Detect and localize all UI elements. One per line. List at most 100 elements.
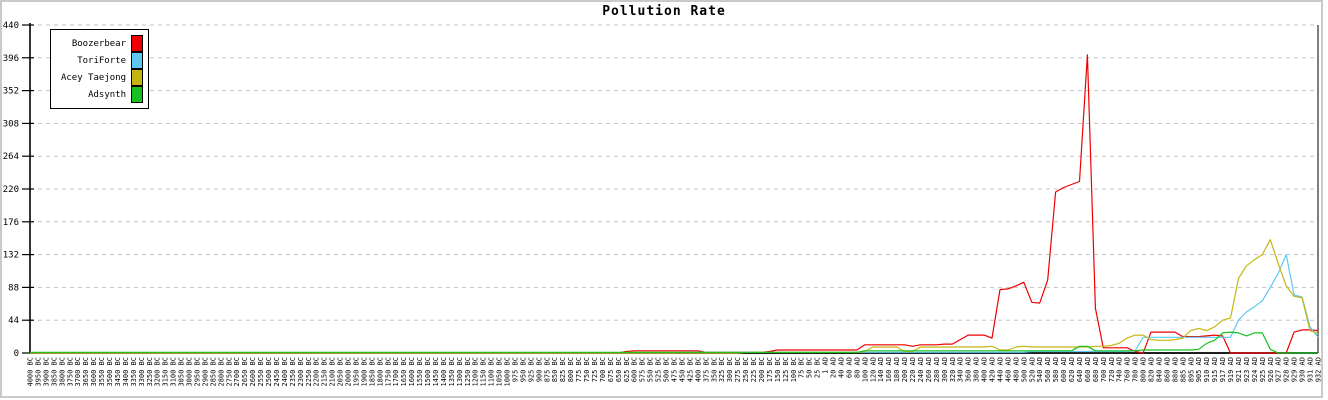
- legend-swatch-blue: [131, 52, 143, 69]
- x-tick-label: 550 BC: [647, 357, 655, 382]
- x-tick-label: 340 AD: [957, 357, 965, 382]
- legend-item: Acey Taejong: [51, 69, 148, 86]
- x-tick-label: 3800 BC: [58, 357, 66, 387]
- x-tick-label: 400 AD: [981, 357, 989, 382]
- y-tick-label: 44: [8, 316, 19, 326]
- x-tick-label: 160 AD: [885, 357, 893, 382]
- x-tick-label: 650 BC: [615, 357, 623, 382]
- x-tick-label: 880 AD: [1171, 357, 1179, 382]
- x-tick-label: 928 AD: [1283, 357, 1291, 382]
- legend-item: ToriForte: [51, 52, 148, 69]
- x-tick-label: 350 BC: [710, 357, 718, 382]
- x-tick-label: 420 AD: [989, 357, 997, 382]
- x-tick-label: 220 AD: [909, 357, 917, 382]
- x-tick-label: 320 AD: [949, 357, 957, 382]
- x-tick-label: 1300 BC: [456, 357, 464, 387]
- legend-swatch-yellow: [131, 69, 143, 86]
- x-tick-label: 300 BC: [726, 357, 734, 382]
- x-tick-label: 3500 BC: [106, 357, 114, 387]
- x-tick-label: 1000 BC: [504, 357, 512, 387]
- x-tick-label: 923 AD: [1243, 357, 1251, 382]
- x-tick-label: 3650 BC: [82, 357, 90, 387]
- x-tick-label: 640 AD: [1076, 357, 1084, 382]
- y-tick-label: 132: [3, 251, 19, 261]
- x-tick-label: 3250 BC: [146, 357, 154, 387]
- x-tick-label: 860 AD: [1163, 357, 1171, 382]
- x-tick-label: 1400 BC: [440, 357, 448, 387]
- x-tick-label: 931 AD: [1307, 357, 1315, 382]
- x-tick-label: 3400 BC: [122, 357, 130, 387]
- x-tick-label: 800 AD: [1140, 357, 1148, 382]
- x-tick-label: 380 AD: [973, 357, 981, 382]
- x-tick-label: 540 AD: [1036, 357, 1044, 382]
- x-tick-label: 475 BC: [671, 357, 679, 382]
- x-tick-label: 225 BC: [750, 357, 758, 382]
- x-tick-label: 3950 BC: [34, 357, 42, 387]
- x-tick-label: 900 BC: [535, 357, 543, 382]
- x-tick-label: 3750 BC: [66, 357, 74, 387]
- x-tick-label: 400 BC: [694, 357, 702, 382]
- x-tick-label: 3100 BC: [170, 357, 178, 387]
- x-tick-label: 300 AD: [941, 357, 949, 382]
- x-tick-label: 2950 BC: [193, 357, 201, 387]
- x-tick-label: 850 BC: [551, 357, 559, 382]
- x-tick-label: 3300 BC: [138, 357, 146, 387]
- x-tick-label: 925 AD: [1259, 357, 1267, 382]
- x-tick-label: 40 AD: [837, 357, 845, 378]
- x-tick-label: 2900 BC: [201, 357, 209, 387]
- x-tick-label: 924 AD: [1251, 357, 1259, 382]
- x-tick-label: 150 BC: [774, 357, 782, 382]
- x-tick-label: 1250 BC: [464, 357, 472, 387]
- x-tick-label: 919 AD: [1227, 357, 1235, 382]
- x-tick-label: 1700 BC: [392, 357, 400, 387]
- x-tick-label: 915 AD: [1211, 357, 1219, 382]
- x-tick-label: 3550 BC: [98, 357, 106, 387]
- x-tick-label: 2100 BC: [329, 357, 337, 387]
- x-tick-label: 3850 BC: [50, 357, 58, 387]
- x-tick-label: 2250 BC: [305, 357, 313, 387]
- x-tick-label: 275 BC: [734, 357, 742, 382]
- y-tick-label: 352: [3, 87, 19, 97]
- series-line-adsynth: [30, 331, 1318, 354]
- x-tick-label: 2800 BC: [217, 357, 225, 387]
- y-tick-label: 220: [3, 185, 19, 195]
- x-tick-label: 600 BC: [631, 357, 639, 382]
- x-tick-label: 125 BC: [782, 357, 790, 382]
- y-tick-label: 176: [3, 218, 19, 228]
- x-tick-label: 480 AD: [1012, 357, 1020, 382]
- x-tick-label: 2650 BC: [241, 357, 249, 387]
- y-tick-label: 308: [3, 119, 19, 129]
- x-tick-label: 60 AD: [845, 357, 853, 378]
- x-tick-label: 120 AD: [869, 357, 877, 382]
- x-tick-label: 3450 BC: [114, 357, 122, 387]
- x-tick-label: 100 AD: [861, 357, 869, 382]
- x-tick-label: 140 AD: [877, 357, 885, 382]
- x-tick-label: 2700 BC: [233, 357, 241, 387]
- legend-label: Boozerbear: [71, 38, 126, 49]
- x-tick-label: 921 AD: [1235, 357, 1243, 382]
- x-tick-label: 929 AD: [1291, 357, 1299, 382]
- legend-item: Boozerbear: [51, 35, 148, 52]
- x-tick-label: 2850 BC: [209, 357, 217, 387]
- x-tick-label: 2500 BC: [265, 357, 273, 387]
- x-tick-label: 675 BC: [607, 357, 615, 382]
- x-tick-label: 425 BC: [686, 357, 694, 382]
- x-tick-label: 620 AD: [1068, 357, 1076, 382]
- x-tick-label: 1650 BC: [400, 357, 408, 387]
- x-tick-label: 460 AD: [1004, 357, 1012, 382]
- y-tick-label: 0: [14, 349, 19, 359]
- x-tick-label: 775 BC: [575, 357, 583, 382]
- legend-swatch-red: [131, 35, 143, 52]
- x-tick-label: 2350 BC: [289, 357, 297, 387]
- x-tick-label: 680 AD: [1092, 357, 1100, 382]
- x-tick-label: 885 AD: [1179, 357, 1187, 382]
- x-tick-label: 950 BC: [519, 357, 527, 382]
- x-tick-label: 500 BC: [663, 357, 671, 382]
- x-tick-label: 580 AD: [1052, 357, 1060, 382]
- x-tick-label: 50 BC: [806, 357, 814, 378]
- x-tick-label: 927 AD: [1275, 357, 1283, 382]
- x-tick-label: 1450 BC: [432, 357, 440, 387]
- x-tick-label: 1900 BC: [360, 357, 368, 387]
